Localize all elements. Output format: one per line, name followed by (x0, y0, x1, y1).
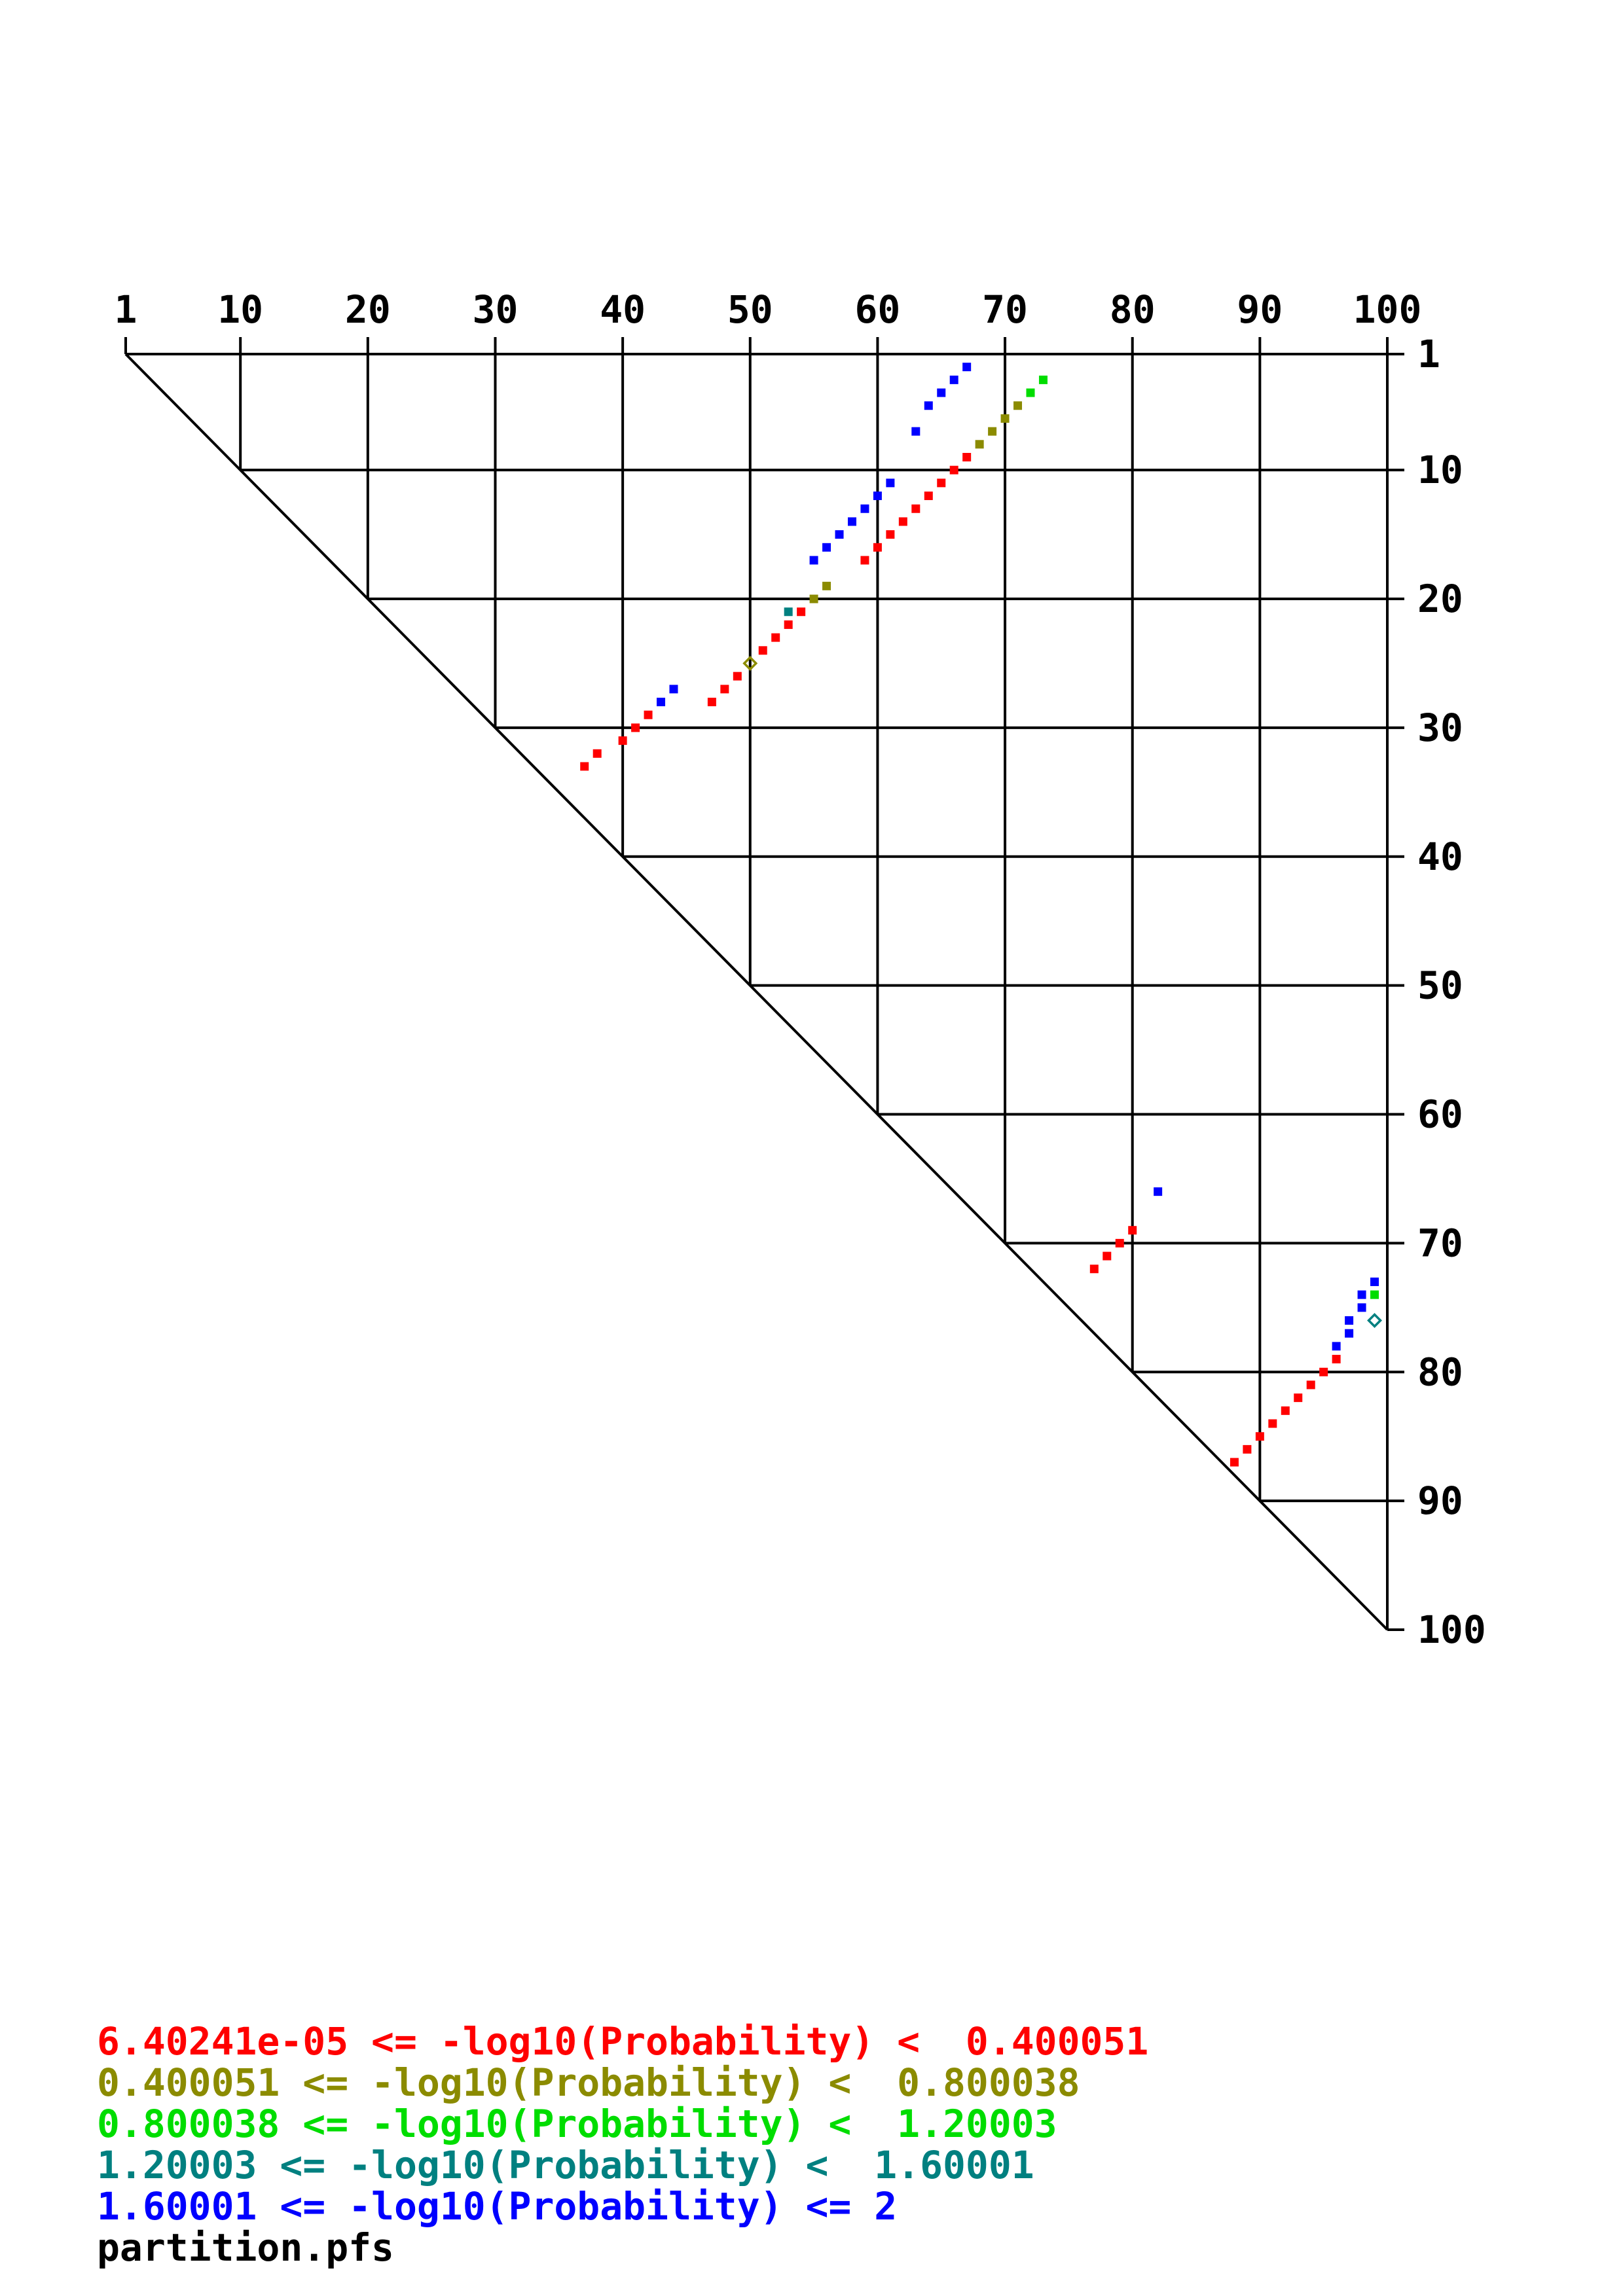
tick-label-right-1: 1 (1417, 332, 1440, 376)
dot (1089, 1265, 1099, 1274)
dot (1306, 1380, 1315, 1390)
dot (988, 427, 997, 436)
dot (631, 723, 640, 732)
tick-label-right-60: 60 (1417, 1092, 1463, 1137)
tick-label-top-100: 100 (1353, 287, 1422, 332)
legend-line-blue: 1.60001 <= -log10(Probability) <= 2 (97, 2184, 898, 2229)
dot (886, 478, 895, 488)
tick-label-right-30: 30 (1417, 706, 1463, 750)
dot (1345, 1316, 1354, 1325)
dot (618, 736, 627, 745)
dot (822, 543, 831, 552)
dot (720, 685, 729, 694)
tick-label-top-30: 30 (473, 287, 519, 332)
dot (962, 363, 972, 372)
legend-line-green: 0.800038 <= -log10(Probability) < 1.2000… (97, 2102, 1057, 2146)
dot (1370, 1290, 1379, 1299)
dot (1154, 1187, 1163, 1196)
legend-line-teal: 1.20003 <= -log10(Probability) < 1.60001 (97, 2143, 1034, 2187)
tick-label-top-50: 50 (727, 287, 773, 332)
dot (873, 492, 882, 501)
dot (949, 465, 958, 475)
dot (1357, 1303, 1366, 1312)
tick-label-right-90: 90 (1417, 1479, 1463, 1523)
dot (924, 492, 933, 501)
diagonal-line (124, 353, 1389, 1631)
tick-label-right-70: 70 (1417, 1221, 1463, 1265)
dot (1038, 375, 1048, 384)
tick-label-top-1: 1 (115, 287, 137, 332)
tick-label-right-100: 100 (1417, 1607, 1486, 1652)
dot (886, 530, 895, 539)
dot (860, 556, 869, 565)
dot (644, 710, 653, 719)
legend: 6.40241e-05 <= -log10(Probability) < 0.4… (97, 2021, 1148, 2269)
dot (873, 543, 882, 552)
dot (797, 607, 806, 617)
dot (1013, 401, 1023, 410)
dot (657, 698, 666, 707)
dot (784, 607, 793, 617)
dot (1319, 1367, 1328, 1376)
tick-label-top-70: 70 (982, 287, 1028, 332)
dot (1370, 1277, 1379, 1286)
dot (1103, 1251, 1112, 1261)
dot (733, 672, 742, 681)
tick-label-right-40: 40 (1417, 834, 1463, 879)
dot (1357, 1290, 1366, 1299)
dot (1230, 1458, 1239, 1467)
dot (898, 517, 907, 526)
dot (1268, 1419, 1277, 1428)
dot (1332, 1355, 1341, 1364)
tick-label-right-80: 80 (1417, 1350, 1463, 1394)
filename-label: partition.pfs (97, 2225, 394, 2270)
dot (1294, 1393, 1303, 1403)
dot (758, 646, 767, 655)
dot-diamond (742, 656, 758, 671)
dot (1281, 1406, 1290, 1415)
dot (924, 401, 933, 410)
dot (771, 633, 780, 642)
dot (1026, 388, 1035, 397)
dot (1000, 414, 1010, 423)
dot-diamond (1367, 1313, 1383, 1328)
dot (809, 556, 818, 565)
dot (911, 504, 921, 513)
tick-label-top-20: 20 (345, 287, 391, 332)
dot (580, 762, 589, 771)
dot (1128, 1226, 1137, 1235)
dot (949, 375, 958, 384)
dot (847, 517, 856, 526)
legend-line-red: 6.40241e-05 <= -log10(Probability) < 0.4… (97, 2019, 1149, 2064)
tick-label-top-90: 90 (1237, 287, 1283, 332)
dot (1332, 1342, 1341, 1351)
tick-label-right-20: 20 (1417, 577, 1463, 621)
dot (860, 504, 869, 513)
dot (669, 685, 678, 694)
dot (937, 388, 946, 397)
dot (937, 478, 946, 488)
dot (835, 530, 844, 539)
legend-line-olive: 0.400051 <= -log10(Probability) < 0.8000… (97, 2060, 1080, 2105)
dot (911, 427, 921, 436)
tick-label-top-40: 40 (600, 287, 646, 332)
dot (822, 581, 831, 590)
dot (593, 749, 602, 758)
dot (707, 698, 716, 707)
dot (1255, 1432, 1264, 1441)
tick-label-top-80: 80 (1110, 287, 1156, 332)
tick-label-top-10: 10 (217, 287, 263, 332)
tick-label-top-60: 60 (854, 287, 900, 332)
dot (962, 452, 972, 461)
tick-label-right-10: 10 (1417, 448, 1463, 492)
dot (975, 440, 984, 449)
dot (809, 594, 818, 603)
dot (1345, 1329, 1354, 1338)
dot (1115, 1238, 1124, 1247)
tick-label-right-50: 50 (1417, 963, 1463, 1008)
dot (784, 620, 793, 629)
dot (1243, 1444, 1252, 1454)
